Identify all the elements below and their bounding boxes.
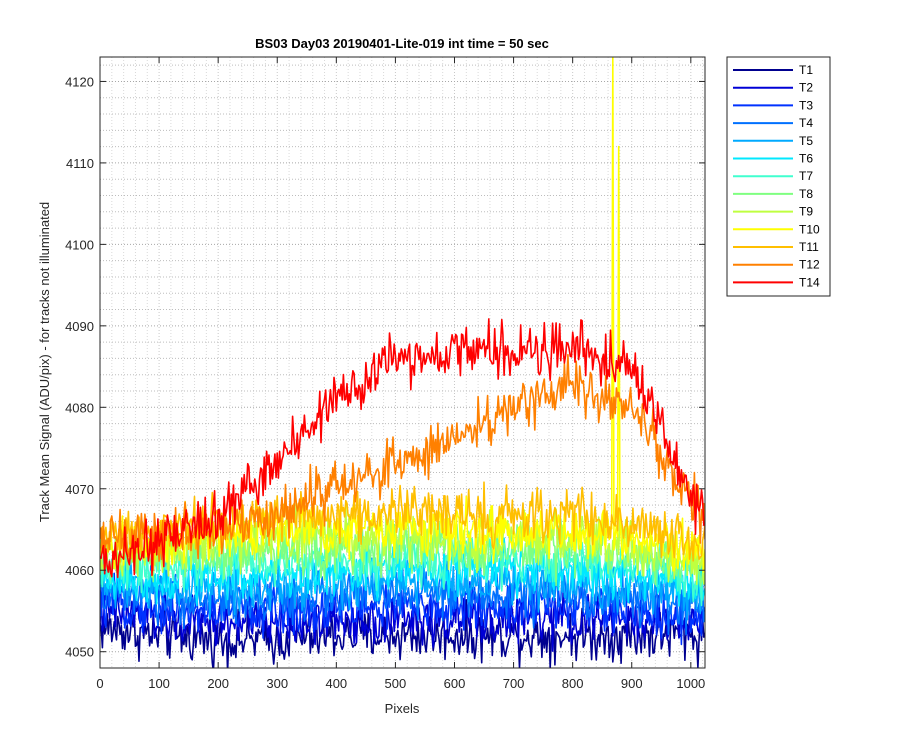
y-axis-label: Track Mean Signal (ADU/pix) - for tracks… <box>37 202 52 522</box>
series-layer <box>100 57 705 668</box>
y-tick-labels: 4050 4060 4070 4080 4090 4100 4110 4120 <box>65 74 94 659</box>
x-tick-label: 300 <box>266 676 288 691</box>
series-line-t14 <box>100 318 705 579</box>
x-tick-label: 700 <box>503 676 525 691</box>
x-tick-label: 600 <box>444 676 466 691</box>
legend-label-t4: T4 <box>799 116 813 130</box>
y-tick-label: 4090 <box>65 319 94 334</box>
axis-ticks <box>99 57 705 668</box>
series-line-t1 <box>100 598 705 668</box>
x-tick-label: 1000 <box>676 676 705 691</box>
x-axis-label: Pixels <box>385 701 420 716</box>
y-tick-label: 4110 <box>66 156 94 171</box>
legend-label-t1: T1 <box>799 63 813 77</box>
series-line-t12 <box>100 353 705 572</box>
x-tick-label: 500 <box>385 676 407 691</box>
legend-label-t14: T14 <box>799 275 820 289</box>
x-tick-labels: 0 100 200 300 400 500 600 700 800 900 1000 <box>96 676 705 691</box>
legend-label-t11: T11 <box>799 240 819 254</box>
plot-frame <box>99 56 706 669</box>
y-tick-label: 4060 <box>65 563 94 578</box>
x-tick-label: 0 <box>96 676 103 691</box>
legend-label-t10: T10 <box>799 222 820 236</box>
legend-label-t7: T7 <box>799 169 813 183</box>
legend-label-t5: T5 <box>799 134 813 148</box>
legend-label-t9: T9 <box>799 205 813 219</box>
y-tick-label: 4120 <box>65 74 94 89</box>
x-tick-label: 100 <box>148 676 170 691</box>
legend-label-t2: T2 <box>799 81 813 95</box>
y-tick-label: 4050 <box>65 645 94 660</box>
legend-label-t8: T8 <box>799 187 813 201</box>
legend-label-t3: T3 <box>799 98 813 112</box>
x-tick-label: 900 <box>621 676 643 691</box>
chart-title: BS03 Day03 20190401-Lite-019 int time = … <box>255 36 549 51</box>
legend-label-t12: T12 <box>799 258 820 272</box>
legend-entries: T1 T2 T3 T4 T5 T6 T7 T8 T9 T10 T11 T12 T14 <box>733 63 820 289</box>
x-tick-label: 400 <box>325 676 347 691</box>
series-line-t7 <box>100 525 705 607</box>
x-tick-label: 200 <box>207 676 229 691</box>
y-tick-label: 4100 <box>65 237 94 252</box>
y-tick-label: 4070 <box>65 482 94 497</box>
x-tick-label: 800 <box>562 676 584 691</box>
legend-label-t6: T6 <box>799 152 813 166</box>
series-line-t3 <box>100 570 705 646</box>
legend: T1 T2 T3 T4 T5 T6 T7 T8 T9 T10 T11 T12 T14 <box>726 56 831 297</box>
y-tick-label: 4080 <box>65 400 94 415</box>
